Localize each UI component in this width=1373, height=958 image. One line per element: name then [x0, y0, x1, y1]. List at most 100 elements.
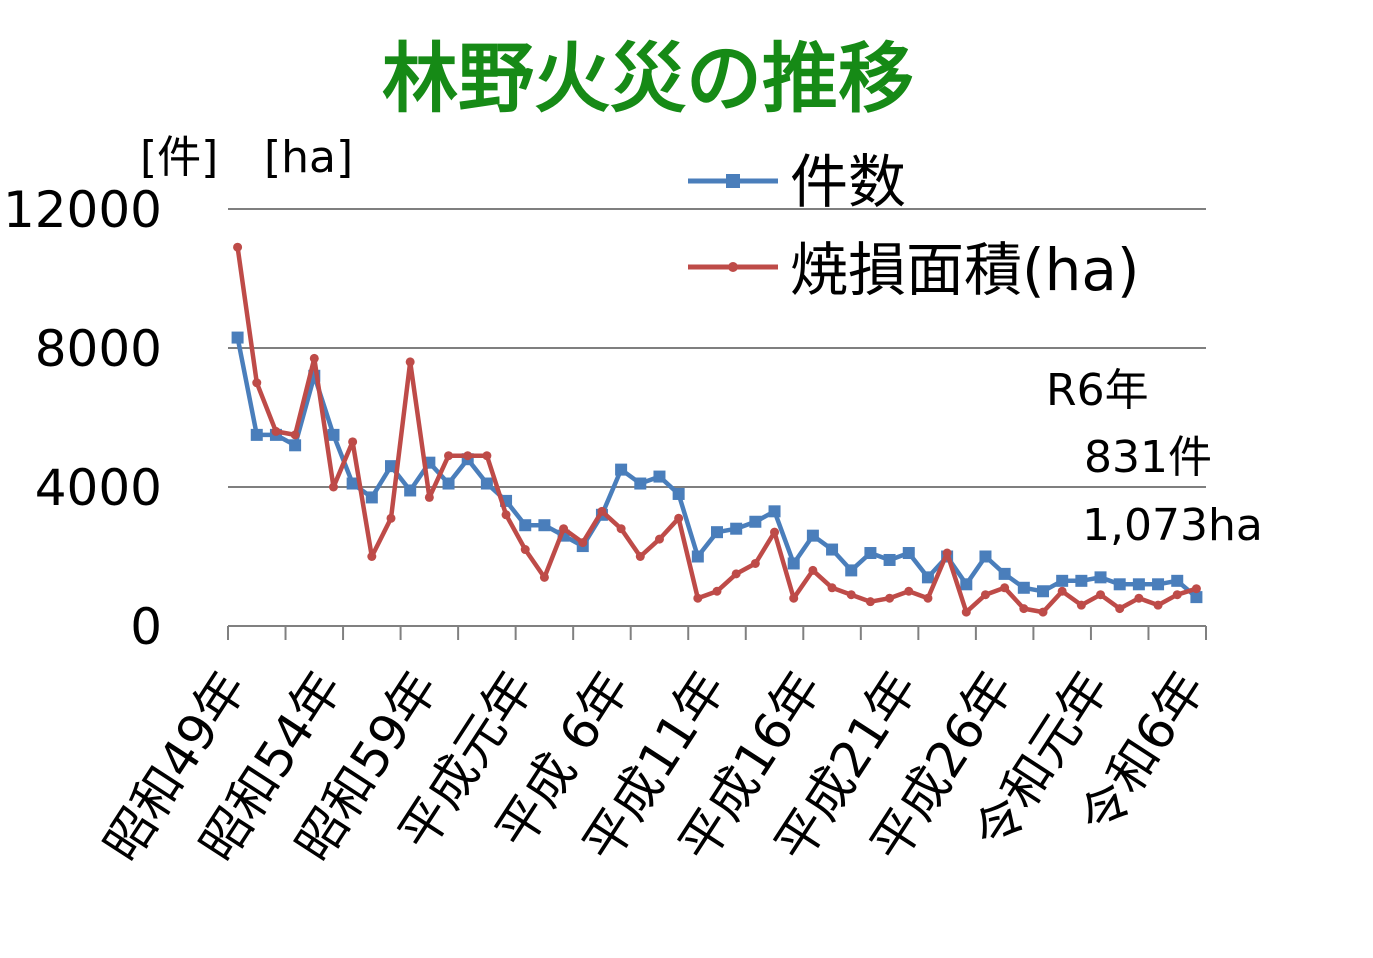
data-point-count — [615, 463, 628, 476]
data-point-area — [309, 353, 319, 363]
data-point-area — [597, 506, 607, 516]
data-point-count — [826, 543, 839, 556]
data-point-area — [271, 426, 281, 436]
legend-label-count: 件数 — [790, 148, 906, 216]
right-unit-label: [ha] — [264, 132, 353, 183]
data-point-count — [634, 477, 647, 490]
series-lines — [231, 242, 1203, 617]
data-point-area — [328, 482, 338, 492]
data-point-area — [520, 545, 530, 555]
data-point-count — [979, 550, 992, 563]
data-point-area — [539, 572, 549, 582]
data-point-count — [365, 491, 378, 504]
data-point-count — [730, 522, 743, 535]
data-point-area — [961, 607, 971, 617]
data-point-count — [806, 529, 819, 542]
data-point-area — [1076, 600, 1086, 610]
y-axis-ticks: 12000 8000 4000 0 — [3, 181, 162, 656]
annotation-area: 1,073ha — [1082, 500, 1263, 551]
data-point-area — [233, 242, 243, 252]
data-point-area — [1172, 590, 1182, 600]
data-point-count — [864, 547, 877, 560]
data-point-count — [327, 428, 340, 441]
data-point-count — [1056, 574, 1069, 587]
data-point-area — [789, 593, 799, 603]
data-point-count — [1113, 578, 1126, 591]
data-point-count — [768, 505, 781, 518]
data-point-area — [616, 524, 626, 534]
data-point-count — [346, 477, 359, 490]
y-tick-label: 8000 — [35, 320, 162, 378]
data-point-count — [1017, 581, 1030, 594]
legend: 件数 焼損面積(ha) — [688, 148, 1140, 304]
gridlines — [228, 208, 1206, 488]
data-point-area — [693, 593, 703, 603]
data-point-count — [404, 484, 417, 497]
data-point-count — [519, 519, 532, 532]
data-point-count — [845, 564, 858, 577]
data-point-count — [231, 331, 244, 344]
data-point-area — [770, 527, 780, 537]
data-point-count — [960, 578, 973, 591]
data-point-area — [827, 583, 837, 593]
data-point-count — [480, 477, 493, 490]
data-point-area — [942, 548, 952, 558]
data-point-area — [578, 538, 588, 548]
data-point-count — [250, 428, 263, 441]
legend-marker-area — [728, 262, 738, 272]
data-point-area — [1038, 607, 1048, 617]
data-point-count — [653, 470, 666, 483]
x-axis — [227, 625, 1207, 640]
data-point-count — [921, 571, 934, 584]
latest-value-annotation: R6年 831件 1,073ha — [1046, 365, 1263, 551]
data-point-count — [1075, 574, 1088, 587]
data-point-count — [1152, 578, 1165, 591]
data-point-area — [980, 590, 990, 600]
data-point-count — [672, 487, 685, 500]
data-point-count — [1037, 585, 1049, 598]
data-point-count — [691, 550, 704, 563]
data-point-count — [1190, 591, 1203, 604]
legend-label-area: 焼損面積(ha) — [790, 236, 1140, 304]
data-point-area — [348, 437, 358, 447]
chart-title: 林野火災の推移 — [382, 34, 914, 123]
y-tick-label: 12000 — [3, 181, 162, 239]
data-point-area — [1115, 604, 1125, 614]
data-point-area — [1134, 593, 1144, 603]
data-point-area — [654, 534, 664, 544]
annotation-count: 831件 — [1084, 432, 1212, 483]
data-point-area — [386, 513, 396, 523]
data-point-area — [846, 590, 856, 600]
data-point-area — [1000, 583, 1010, 593]
left-unit-label: [件] — [140, 132, 218, 183]
data-point-area — [674, 513, 684, 523]
data-point-count — [787, 557, 800, 570]
data-point-area — [1153, 600, 1163, 610]
data-point-count — [1132, 578, 1145, 591]
data-point-area — [1096, 590, 1106, 600]
data-point-count — [1094, 571, 1107, 584]
legend-marker-count — [726, 174, 740, 188]
data-point-count — [1171, 574, 1184, 587]
data-point-area — [808, 565, 818, 575]
data-point-area — [252, 378, 262, 388]
data-point-area — [731, 569, 741, 579]
data-point-count — [289, 439, 302, 452]
data-point-area — [501, 510, 511, 520]
data-point-area — [865, 597, 875, 607]
data-point-area — [1057, 586, 1067, 596]
data-point-area — [904, 586, 914, 596]
y-tick-label: 0 — [130, 598, 162, 656]
y-tick-label: 4000 — [35, 459, 162, 517]
data-point-count — [749, 515, 762, 528]
data-point-count — [902, 547, 915, 560]
data-point-area — [405, 357, 415, 367]
data-point-count — [998, 567, 1011, 580]
data-point-area — [1191, 584, 1201, 594]
data-point-area — [482, 451, 492, 461]
data-point-count — [442, 477, 455, 490]
data-point-area — [290, 430, 300, 440]
data-point-area — [367, 552, 377, 561]
